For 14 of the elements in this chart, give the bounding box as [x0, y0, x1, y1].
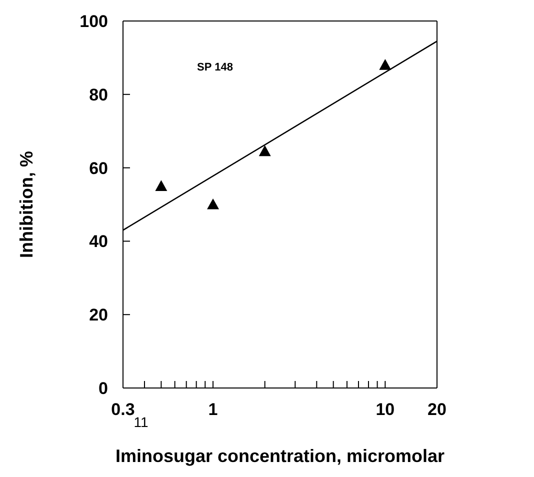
y-tick-label: 100: [80, 12, 108, 32]
text: 11: [134, 414, 148, 430]
y-tick-label: 40: [89, 232, 108, 252]
annotation: SP 148: [197, 62, 233, 74]
x-tick-label: 10: [376, 400, 395, 420]
x-axis-title: Iminosugar concentration, micromolar: [115, 446, 445, 466]
y-tick-label: 60: [89, 158, 108, 178]
x-tick-label: 0.3: [111, 400, 135, 420]
y-tick-label: 20: [89, 306, 108, 325]
x-tick-label: 1: [208, 400, 218, 420]
y-axis-title: Inhibition, %: [16, 151, 36, 258]
y-tick-label: 0: [98, 379, 108, 398]
y-tick-label: 80: [89, 85, 108, 104]
x-tick-label: 20: [428, 400, 446, 420]
